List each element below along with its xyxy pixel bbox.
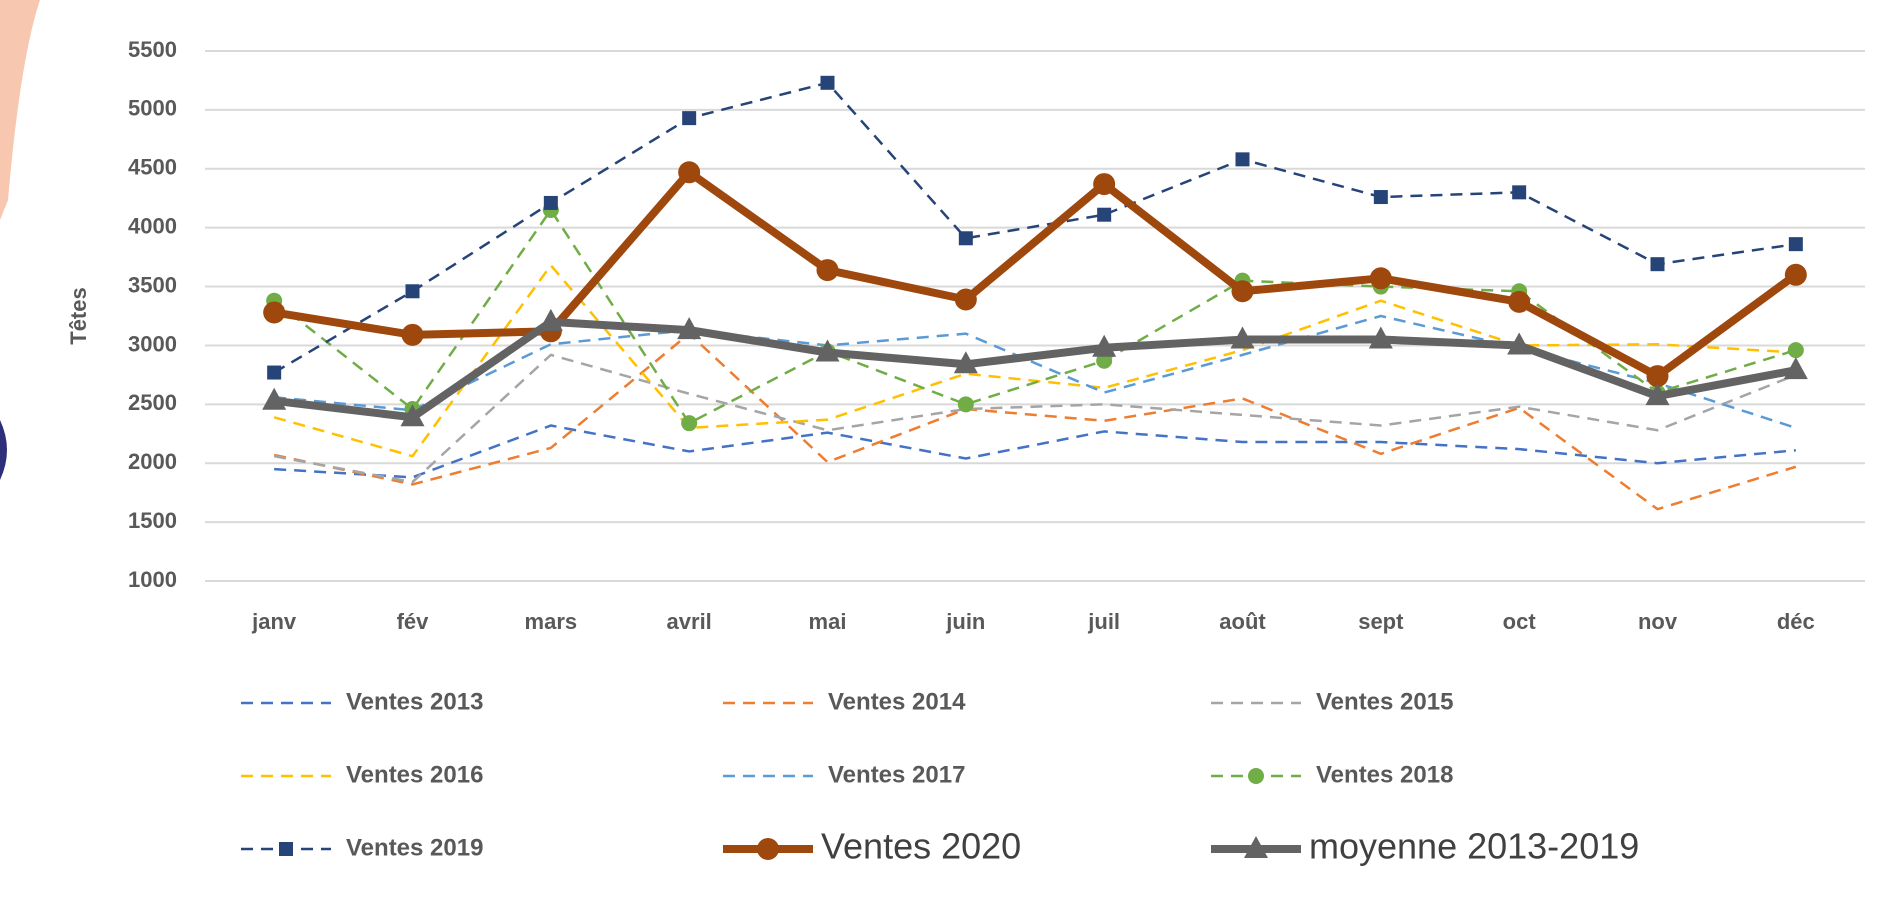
y-tick-label: 3000: [128, 331, 177, 356]
series-line: [273, 81, 1797, 374]
marker: [1230, 326, 1255, 349]
legend-label: Ventes 2018: [1316, 761, 1453, 788]
series-line: [273, 332, 1797, 511]
marker: [263, 301, 286, 324]
marker: [1788, 237, 1803, 252]
marker: [815, 339, 840, 362]
marker: [1650, 257, 1665, 272]
series-line: [273, 317, 1797, 422]
marker: [401, 323, 424, 346]
marker: [538, 308, 563, 331]
marker: [1369, 267, 1392, 290]
legend-label: Ventes 2017: [828, 761, 965, 788]
series-line: [273, 168, 1799, 381]
marker: [1783, 357, 1808, 380]
decoration: [0, 0, 40, 220]
marker: [957, 396, 974, 413]
y-tick-label: 5500: [128, 37, 177, 62]
x-tick-label: mars: [525, 609, 578, 634]
series-line: [273, 353, 1797, 484]
marker: [279, 842, 293, 856]
series-line: [273, 208, 1797, 425]
series-line: [273, 264, 1796, 458]
marker: [1646, 365, 1669, 388]
marker: [262, 387, 287, 410]
y-tick-label: 2500: [128, 390, 177, 415]
y-tick-label: 4000: [128, 213, 177, 238]
legend-label: Ventes 2014: [828, 688, 966, 715]
decoration: [0, 420, 7, 480]
marker: [1507, 332, 1532, 355]
marker: [1368, 326, 1393, 349]
marker: [1231, 280, 1254, 303]
marker: [543, 195, 558, 210]
marker: [1092, 334, 1117, 357]
legend-label: Ventes 2019: [346, 834, 483, 861]
marker: [1645, 383, 1670, 406]
marker: [1244, 836, 1268, 858]
marker: [677, 317, 702, 340]
marker: [1512, 185, 1527, 200]
marker: [682, 111, 697, 126]
marker: [820, 75, 835, 90]
y-tick-label: 4500: [128, 155, 177, 180]
marker: [1093, 173, 1116, 196]
marker: [678, 161, 701, 184]
x-tick-label: déc: [1777, 609, 1815, 634]
x-tick-label: sept: [1358, 609, 1404, 634]
x-tick-label: nov: [1638, 609, 1678, 634]
marker: [958, 231, 973, 246]
y-tick-label: 1500: [128, 508, 177, 533]
legend-label: Ventes 2020: [821, 826, 1021, 867]
marker: [1787, 342, 1804, 359]
marker: [1248, 768, 1264, 784]
x-tick-label: août: [1219, 609, 1266, 634]
y-tick-label: 3500: [128, 272, 177, 297]
legend-label: Ventes 2016: [346, 761, 483, 788]
marker: [954, 288, 977, 311]
legend-label: Ventes 2013: [346, 688, 483, 715]
legend-label: Ventes 2015: [1316, 688, 1453, 715]
x-tick-label: mai: [809, 609, 847, 634]
marker: [405, 284, 420, 299]
marker: [1784, 263, 1807, 286]
x-tick-label: janv: [251, 609, 297, 634]
y-tick-label: 5000: [128, 96, 177, 121]
series-line: [274, 424, 1796, 479]
y-axis-label: Têtes: [66, 287, 91, 344]
marker: [400, 404, 425, 427]
marker: [681, 415, 698, 432]
legend-label: moyenne 2013-2019: [1309, 826, 1639, 867]
marker: [757, 838, 779, 860]
x-tick-label: juil: [1087, 609, 1120, 634]
marker: [267, 365, 282, 380]
marker: [1373, 190, 1388, 205]
series-line: [274, 314, 1797, 430]
marker: [1097, 207, 1112, 222]
marker: [1235, 152, 1250, 167]
x-tick-label: oct: [1503, 609, 1537, 634]
marker: [816, 259, 839, 282]
y-tick-label: 1000: [128, 567, 177, 592]
marker: [1508, 290, 1531, 313]
x-tick-label: avril: [667, 609, 712, 634]
y-tick-label: 2000: [128, 449, 177, 474]
marker: [953, 351, 978, 374]
x-tick-label: juin: [945, 609, 985, 634]
x-tick-label: fév: [397, 609, 430, 634]
